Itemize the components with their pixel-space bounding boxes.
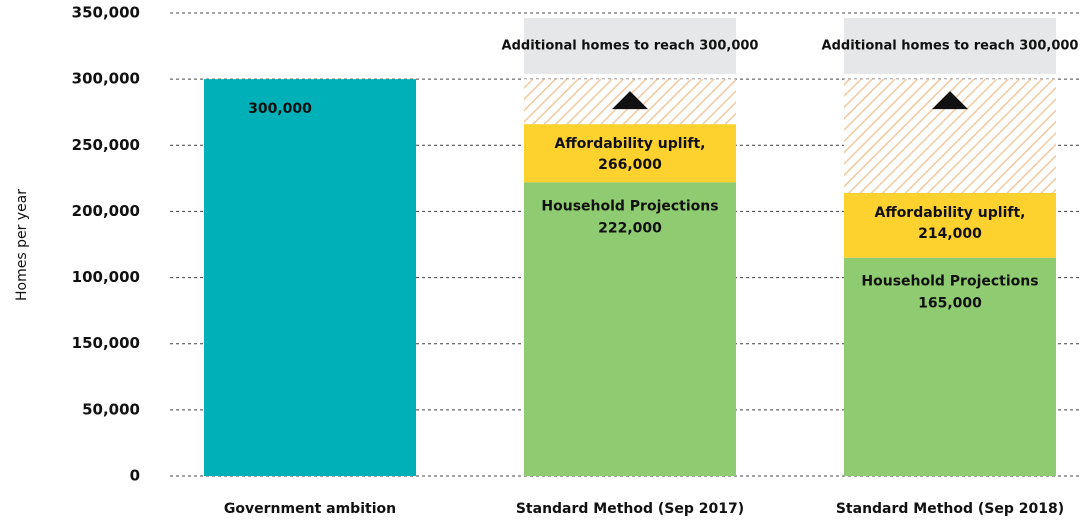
- value-label: 300,000: [248, 101, 312, 117]
- bar-segment: [204, 79, 416, 477]
- bar-segment: [524, 124, 736, 183]
- segment-name: Additional homes to reach 300,000: [822, 39, 1079, 54]
- segment-name: Household Projections: [861, 274, 1038, 290]
- label-box: [524, 18, 736, 74]
- y-tick-label: 150,000: [72, 334, 140, 352]
- segment-name: Affordability uplift,: [555, 136, 706, 152]
- annotation: 266,000: [598, 157, 662, 173]
- y-tick-label: 350,000: [72, 4, 140, 22]
- y-tick-label: 50,000: [82, 400, 140, 418]
- label-box: [844, 18, 1056, 74]
- annotation: 214,000: [918, 226, 982, 242]
- arrow: [612, 91, 648, 110]
- y-axis-label: Homes per year: [14, 189, 30, 301]
- y-tick-label: 100,000: [72, 268, 140, 286]
- value-label: 222,000: [598, 220, 662, 236]
- segment-name: Household Projections: [541, 198, 718, 214]
- y-tick-label: 200,000: [72, 202, 140, 220]
- value-label: 165,000: [918, 296, 982, 312]
- bar-segment: [844, 192, 1056, 258]
- y-tick-label: 250,000: [72, 136, 140, 154]
- x-tick-label: Standard Method (Sep 2018): [836, 501, 1064, 517]
- x-tick-label: Standard Method (Sep 2017): [516, 501, 744, 517]
- segment-name: Additional homes to reach 300,000: [502, 39, 759, 54]
- arrow: [932, 91, 968, 110]
- bar-segment: [844, 257, 1056, 476]
- bar-segment: [524, 182, 736, 476]
- y-tick-label: 300,000: [72, 70, 140, 88]
- segment-name: Affordability uplift,: [875, 205, 1026, 221]
- x-tick-label: Government ambition: [224, 501, 396, 517]
- y-tick-label: 0: [130, 467, 140, 485]
